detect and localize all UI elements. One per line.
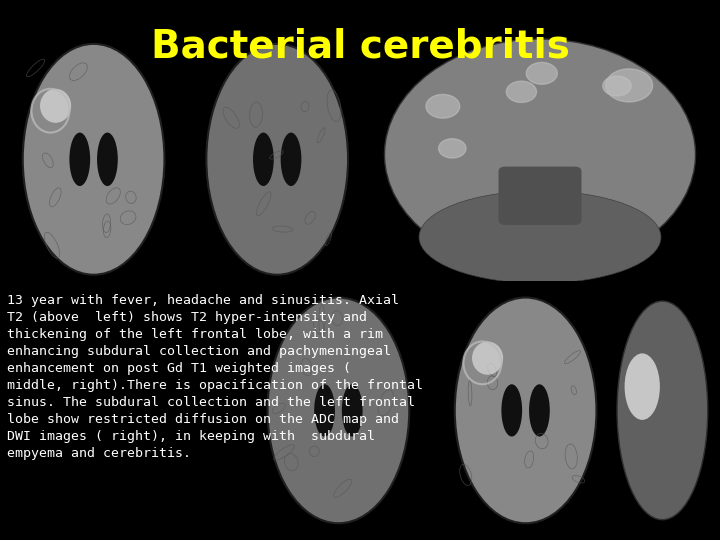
Ellipse shape bbox=[501, 384, 522, 436]
Ellipse shape bbox=[207, 44, 348, 275]
Ellipse shape bbox=[617, 301, 708, 519]
Ellipse shape bbox=[529, 384, 550, 436]
Ellipse shape bbox=[384, 39, 696, 270]
Ellipse shape bbox=[342, 384, 363, 436]
Ellipse shape bbox=[472, 341, 503, 375]
Ellipse shape bbox=[253, 132, 274, 186]
Ellipse shape bbox=[455, 298, 596, 523]
Ellipse shape bbox=[268, 298, 409, 523]
Circle shape bbox=[426, 94, 460, 118]
Ellipse shape bbox=[625, 353, 660, 420]
Ellipse shape bbox=[69, 132, 90, 186]
Ellipse shape bbox=[23, 44, 164, 275]
Ellipse shape bbox=[419, 191, 661, 283]
Ellipse shape bbox=[40, 89, 71, 123]
Circle shape bbox=[606, 69, 652, 102]
Circle shape bbox=[526, 63, 557, 84]
Text: Bacterial cerebritis: Bacterial cerebritis bbox=[150, 27, 570, 65]
Ellipse shape bbox=[314, 384, 335, 436]
Ellipse shape bbox=[281, 132, 302, 186]
FancyBboxPatch shape bbox=[498, 166, 582, 225]
Circle shape bbox=[603, 76, 631, 96]
Text: 13 year with fever, headache and sinusitis. Axial
T2 (above  left) shows T2 hype: 13 year with fever, headache and sinusit… bbox=[7, 294, 423, 460]
Circle shape bbox=[506, 81, 536, 103]
Circle shape bbox=[438, 139, 466, 158]
Ellipse shape bbox=[97, 132, 118, 186]
